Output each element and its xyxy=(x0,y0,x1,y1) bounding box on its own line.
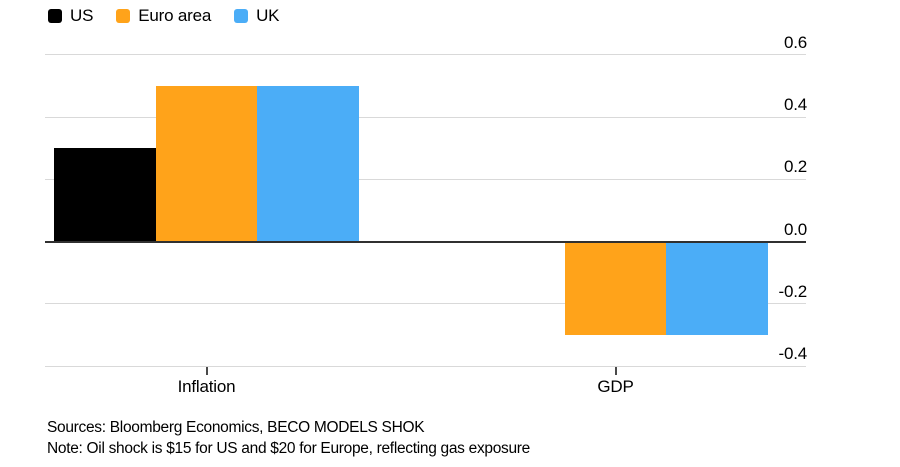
gridline-0.4 xyxy=(45,116,806,118)
legend-label-euro-area: Euro area xyxy=(138,6,212,25)
y-tick-label-0.2: 0.2 xyxy=(783,157,807,177)
x-label-inflation: Inflation xyxy=(177,377,236,396)
gridline-0.2 xyxy=(45,178,806,180)
gridline--0.4 xyxy=(45,365,806,367)
legend-item-us: US xyxy=(48,6,93,26)
euro-area-series-swatch-icon xyxy=(116,9,131,23)
sources-line: Sources: Bloomberg Economics, BECO MODEL… xyxy=(47,419,425,436)
bar-uk-gdp xyxy=(666,241,769,336)
bar-euro-area-inflation xyxy=(155,86,258,242)
legend-item-uk: UK xyxy=(234,6,279,26)
us-series-swatch-icon xyxy=(48,9,62,23)
chart-legend: US Euro area UK xyxy=(48,6,279,26)
bar-us-inflation xyxy=(53,148,156,242)
uk-series-swatch-icon xyxy=(234,9,249,23)
y-tick-label--0.4: -0.4 xyxy=(778,344,808,364)
gridline-0.6 xyxy=(45,54,806,56)
y-tick-label--0.2: -0.2 xyxy=(778,281,808,301)
legend-label-us: US xyxy=(70,6,94,25)
y-tick-label-0.4: 0.4 xyxy=(783,95,807,115)
x-tick-inflation xyxy=(205,366,208,375)
bar-uk-inflation xyxy=(257,86,360,242)
chart-footnotes: Sources: Bloomberg Economics, BECO MODEL… xyxy=(47,417,530,459)
legend-item-euro-area: Euro area xyxy=(116,6,211,26)
zero-axis-line xyxy=(45,240,806,243)
bar-euro-area-gdp xyxy=(564,241,667,336)
gridline--0.2 xyxy=(45,303,806,305)
legend-label-uk: UK xyxy=(256,6,280,25)
y-tick-label-0.6: 0.6 xyxy=(783,32,807,52)
x-tick-gdp xyxy=(614,366,617,375)
x-label-gdp: GDP xyxy=(597,377,634,396)
note-line: Note: Oil shock is $15 for US and $20 fo… xyxy=(47,440,530,457)
y-tick-label-0.0: 0.0 xyxy=(783,219,807,239)
